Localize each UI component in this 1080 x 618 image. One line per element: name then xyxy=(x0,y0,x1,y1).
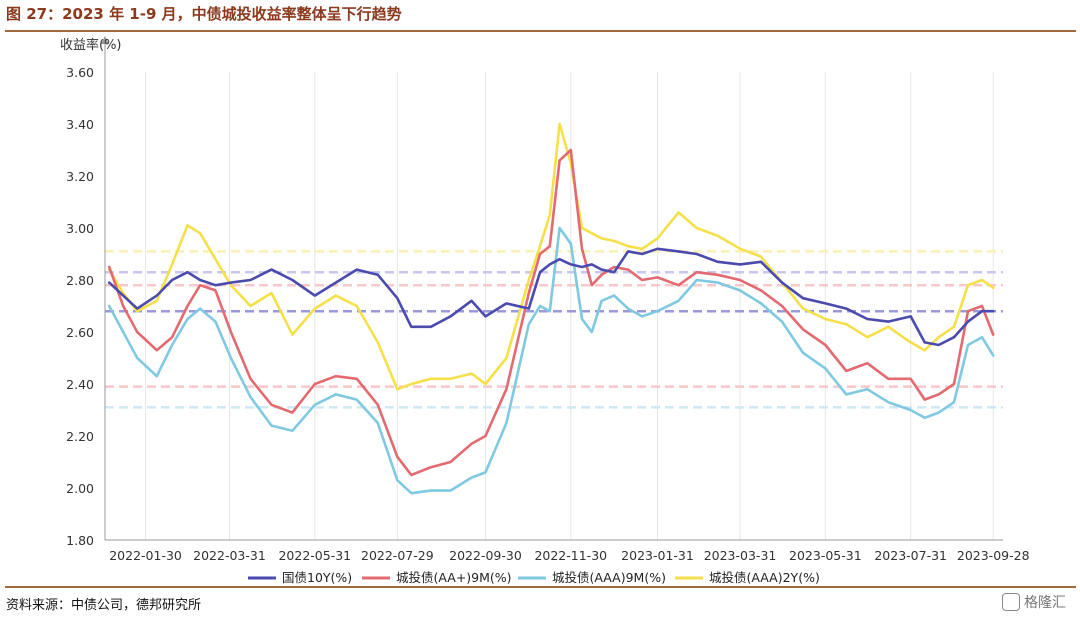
source-rule xyxy=(5,586,1076,588)
y-axis-title: 收益率(%) xyxy=(60,37,122,53)
legend-label: 城投债(AAA)2Y(%) xyxy=(709,570,820,585)
title-rule xyxy=(5,30,1076,32)
x-tick-label: 2022-05-31 xyxy=(278,548,351,563)
x-tick-label: 2022-09-30 xyxy=(449,548,522,563)
y-tick-label: 3.40 xyxy=(66,117,94,132)
y-tick-label: 2.20 xyxy=(66,429,94,444)
y-tick-label: 2.80 xyxy=(66,273,94,288)
y-tick-label: 3.60 xyxy=(66,65,94,80)
axes xyxy=(101,36,1003,541)
x-tick-label: 2022-01-30 xyxy=(109,548,182,563)
watermark-text: 格隆汇 xyxy=(1024,595,1066,611)
x-tick-label: 2022-03-31 xyxy=(193,548,266,563)
vertical-grid xyxy=(145,72,994,540)
y-tick-label: 3.00 xyxy=(66,221,94,236)
legend: 国债10Y(%) 城投债(AA+)9M(%) 城投债(AAA)9M(%) 城投债(AA… xyxy=(248,570,820,585)
series-line-0 xyxy=(107,247,995,347)
y-tick-label: 2.00 xyxy=(66,481,94,496)
y-axis-arrow xyxy=(101,36,109,44)
x-tick-label: 2023-03-31 xyxy=(704,548,777,563)
line-chart: 收益率(%) 1.80 2.00 2.20 2.40 2.60 2.80 3.00 3.20 3… xyxy=(60,36,1030,585)
x-tick-label: 2023-09-28 xyxy=(957,548,1030,563)
figure-title: 图 27：2023 年 1-9 月，中债城投收益率整体呈下行趋势 xyxy=(6,5,402,23)
x-tick-label: 2023-07-31 xyxy=(874,548,947,563)
series-line-3 xyxy=(107,122,995,391)
x-tick-label: 2022-07-29 xyxy=(361,548,434,563)
legend-label: 国债10Y(%) xyxy=(282,570,352,585)
watermark: 格隆汇 xyxy=(1002,592,1066,612)
legend-label: 城投债(AAA)9M(%) xyxy=(552,570,666,585)
y-tick-label: 2.60 xyxy=(66,325,94,340)
x-tick-label: 2023-05-31 xyxy=(789,548,862,563)
y-tick-labels: 1.80 2.00 2.20 2.40 2.60 2.80 3.00 3.20 3.40 3.60 xyxy=(66,65,94,548)
x-tick-labels: 2022-01-30 2022-03-31 2022-05-31 2022-07-29… xyxy=(109,548,1029,563)
series-line-1 xyxy=(107,148,995,477)
x-tick-label: 2023-01-31 xyxy=(621,548,694,563)
source-note: 资料来源：中债公司，德邦研究所 xyxy=(6,598,202,613)
x-tick-label: 2022-11-30 xyxy=(534,548,607,563)
legend-label: 城投债(AA+)9M(%) xyxy=(396,570,512,585)
y-tick-label: 2.40 xyxy=(66,377,94,392)
series-line-2 xyxy=(107,226,995,495)
y-tick-label: 1.80 xyxy=(66,533,94,548)
series-lines xyxy=(107,122,995,495)
y-tick-label: 3.20 xyxy=(66,169,94,184)
watermark-logo-icon xyxy=(1002,593,1020,611)
